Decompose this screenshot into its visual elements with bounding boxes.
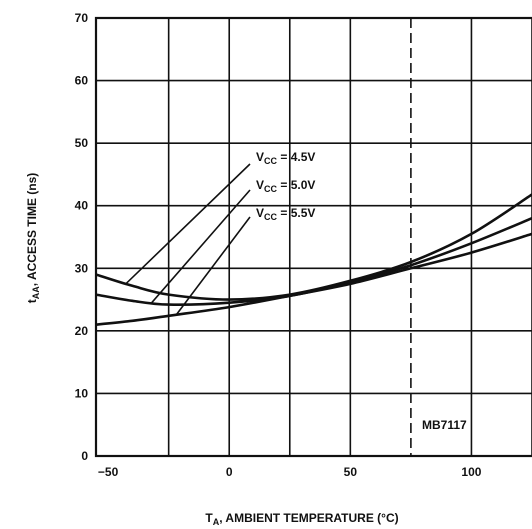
series-label: VCC = 4.5V xyxy=(256,150,315,166)
series-label: VCC = 5.5V xyxy=(256,206,315,222)
series-leader-line xyxy=(151,189,251,304)
y-tick-label: 10 xyxy=(75,386,89,400)
plot-frame xyxy=(94,16,532,458)
y-tick-label: 70 xyxy=(75,11,89,25)
series-curves xyxy=(95,193,532,326)
x-axis-label: TA, AMBIENT TEMPERATURE (°C) xyxy=(205,511,398,527)
x-tick-label: −50 xyxy=(98,465,119,479)
y-tick-labels: 0 10 20 30 40 50 60 70 xyxy=(75,11,89,463)
series-label: VCC = 5.0V xyxy=(256,178,315,194)
y-tick-label: 40 xyxy=(75,199,89,213)
series-labels: VCC = 4.5V VCC = 5.0V VCC = 5.5V xyxy=(256,150,315,222)
y-axis-label: tAA, ACCESS TIME (ns) xyxy=(25,173,41,304)
series-leader-line xyxy=(175,216,251,316)
x-tick-label: 100 xyxy=(461,465,481,479)
series-leader-lines xyxy=(124,163,251,316)
part-number-annotation: MB7117 xyxy=(422,418,467,432)
x-tick-label: 50 xyxy=(344,465,358,479)
y-tick-label: 60 xyxy=(75,74,89,88)
y-tick-label: 30 xyxy=(75,261,89,275)
series-leader-line xyxy=(124,163,251,286)
y-tick-label: 20 xyxy=(75,324,89,338)
curve-vcc-5-5v xyxy=(95,232,532,326)
grid xyxy=(94,16,532,458)
y-tick-label: 0 xyxy=(81,449,88,463)
y-tick-label: 50 xyxy=(75,136,89,150)
x-tick-label: 0 xyxy=(226,465,233,479)
x-tick-labels: −50 0 50 100 xyxy=(98,465,482,479)
